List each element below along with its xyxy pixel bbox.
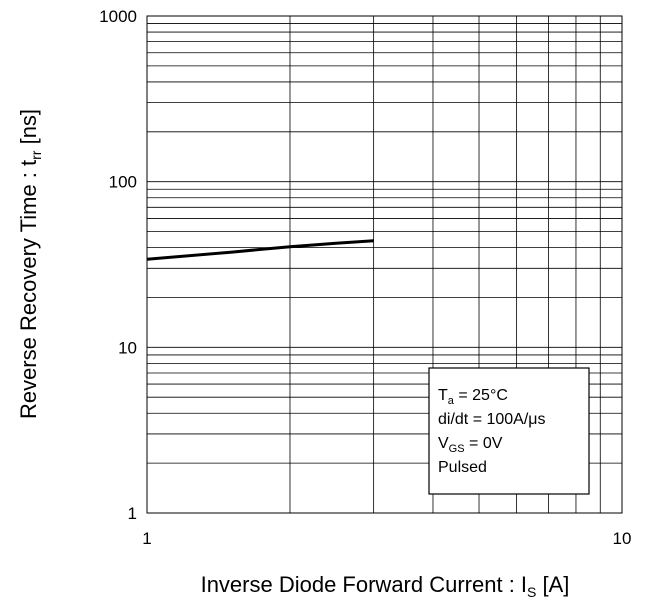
y-tick-label: 100	[109, 173, 137, 192]
plot-frame	[146, 15, 623, 514]
y-tick-label: 1	[128, 504, 137, 523]
annotation-line-vgs: VGS = 0V	[438, 435, 503, 455]
y-axis-title: Reverse Recovery Time : trr [ns]	[16, 109, 44, 419]
x-axis-title: Inverse Diode Forward Current : IS [A]	[201, 572, 570, 600]
y-tick-label: 10	[118, 338, 137, 357]
annotation-line-pulsed: Pulsed	[438, 459, 487, 476]
annotation-box: Ta = 25°C di/dt = 100A/μs VGS = 0V Pulse…	[428, 367, 590, 495]
annotation-line-didt: di/dt = 100A/μs	[438, 411, 546, 428]
x-tick-label: 10	[613, 529, 632, 548]
annotation-frame	[428, 367, 590, 495]
tick-labels: 1 10 100 1000 1 10	[99, 7, 631, 548]
series-layer	[146, 239, 374, 261]
series-line	[146, 239, 374, 261]
y-tick-label: 1000	[99, 7, 137, 26]
annotation-line-ta: Ta = 25°C	[438, 387, 508, 407]
x-tick-label: 1	[142, 529, 151, 548]
